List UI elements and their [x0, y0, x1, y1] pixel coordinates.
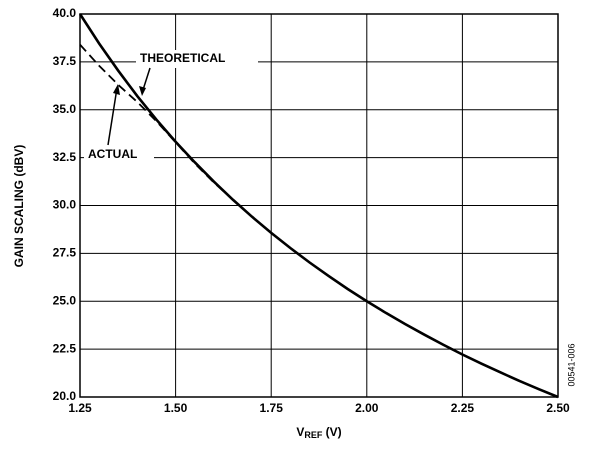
y-tick-label: 22.5	[53, 341, 77, 355]
series-line	[79, 44, 234, 201]
x-label-main: V	[296, 425, 304, 439]
y-tick-label: 25.0	[53, 293, 77, 307]
data-lines	[78, 13, 559, 399]
grid	[79, 13, 559, 398]
arrowhead	[113, 84, 120, 95]
label-backing	[84, 146, 154, 164]
annotation-theoretical: THEORETICAL	[140, 51, 225, 65]
x-tick-label: 1.50	[164, 401, 188, 415]
plot-frame	[79, 13, 559, 398]
figure-id: 00541-006	[566, 343, 576, 386]
label-backing	[136, 50, 258, 68]
annotations: THEORETICAL ACTUAL	[84, 50, 258, 164]
x-label-sub: REF	[304, 430, 323, 440]
x-tick-label: 2.50	[546, 401, 570, 415]
y-tick-label: 30.0	[53, 198, 77, 212]
annotation-actual: ACTUAL	[88, 147, 137, 161]
x-axis-label: VREF (V)	[296, 425, 341, 440]
y-axis-label: GAIN SCALING (dBV)	[12, 145, 26, 268]
y-tick-label: 37.5	[53, 54, 77, 68]
y-tick-label: 20.0	[53, 389, 77, 403]
x-label-unit: (V)	[322, 425, 341, 439]
annotation-arrow	[107, 87, 118, 146]
series-line	[78, 13, 559, 399]
y-tick-label: 27.5	[53, 246, 77, 260]
y-tick-label: 35.0	[53, 102, 77, 116]
x-tick-label: 2.00	[355, 401, 379, 415]
x-tick-label: 1.25	[68, 401, 92, 415]
arrowhead	[139, 86, 146, 96]
x-tick-label: 1.75	[260, 401, 284, 415]
y-tick-label: 32.5	[53, 150, 77, 164]
y-tick-label: 40.0	[53, 6, 77, 20]
x-tick-label: 2.25	[451, 401, 475, 415]
